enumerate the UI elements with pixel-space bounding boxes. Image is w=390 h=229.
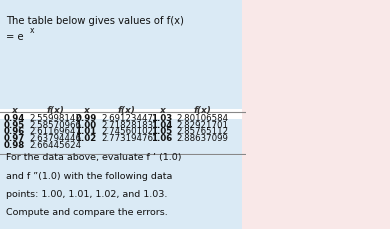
Text: = e: = e	[6, 32, 23, 42]
Text: 2.63794446: 2.63794446	[29, 134, 81, 143]
Text: f(x): f(x)	[46, 105, 64, 114]
Text: 1.04: 1.04	[151, 120, 172, 129]
Text: 2.71828183: 2.71828183	[101, 120, 153, 129]
Text: The table below gives values of f(x): The table below gives values of f(x)	[6, 16, 184, 26]
Text: Compute and compare the errors.: Compute and compare the errors.	[6, 207, 168, 216]
Text: x: x	[83, 105, 89, 114]
Text: 0.94: 0.94	[4, 113, 25, 123]
Text: 1.02: 1.02	[75, 134, 97, 143]
Text: 0.96: 0.96	[4, 127, 25, 136]
Text: x: x	[30, 26, 34, 35]
Text: 0.99: 0.99	[75, 113, 97, 123]
Text: 2.61169647: 2.61169647	[29, 127, 81, 136]
Text: 2.85765112: 2.85765112	[177, 127, 229, 136]
Text: 2.82921701: 2.82921701	[177, 120, 229, 129]
Text: 0.98: 0.98	[4, 140, 25, 149]
Text: f(x): f(x)	[118, 105, 136, 114]
Text: 2.55998142: 2.55998142	[29, 113, 81, 123]
Text: 1.06: 1.06	[151, 134, 172, 143]
Text: 1.05: 1.05	[151, 127, 172, 136]
Text: 1.03: 1.03	[151, 113, 172, 123]
Text: x: x	[159, 105, 165, 114]
Text: 1.00: 1.00	[75, 120, 97, 129]
Text: 0.97: 0.97	[4, 134, 25, 143]
Text: x: x	[11, 105, 17, 114]
Text: 2.69123447: 2.69123447	[101, 113, 153, 123]
Text: 2.80106584: 2.80106584	[177, 113, 229, 123]
Text: 2.88637099: 2.88637099	[177, 134, 229, 143]
Text: 2.66445624: 2.66445624	[29, 140, 82, 149]
Text: f(x): f(x)	[194, 105, 212, 114]
Text: 2.58570966: 2.58570966	[29, 120, 81, 129]
Text: 1.01: 1.01	[75, 127, 97, 136]
Text: 2.77319476: 2.77319476	[101, 134, 153, 143]
Text: points: 1.00, 1.01, 1.02, and 1.03.: points: 1.00, 1.01, 1.02, and 1.03.	[6, 189, 167, 198]
Text: 0.95: 0.95	[4, 120, 25, 129]
Text: 2.74560102: 2.74560102	[101, 127, 153, 136]
Text: and f ”(1.0) with the following data: and f ”(1.0) with the following data	[6, 171, 172, 180]
Text: For the data above, evaluate f ’ (1.0): For the data above, evaluate f ’ (1.0)	[6, 153, 181, 161]
